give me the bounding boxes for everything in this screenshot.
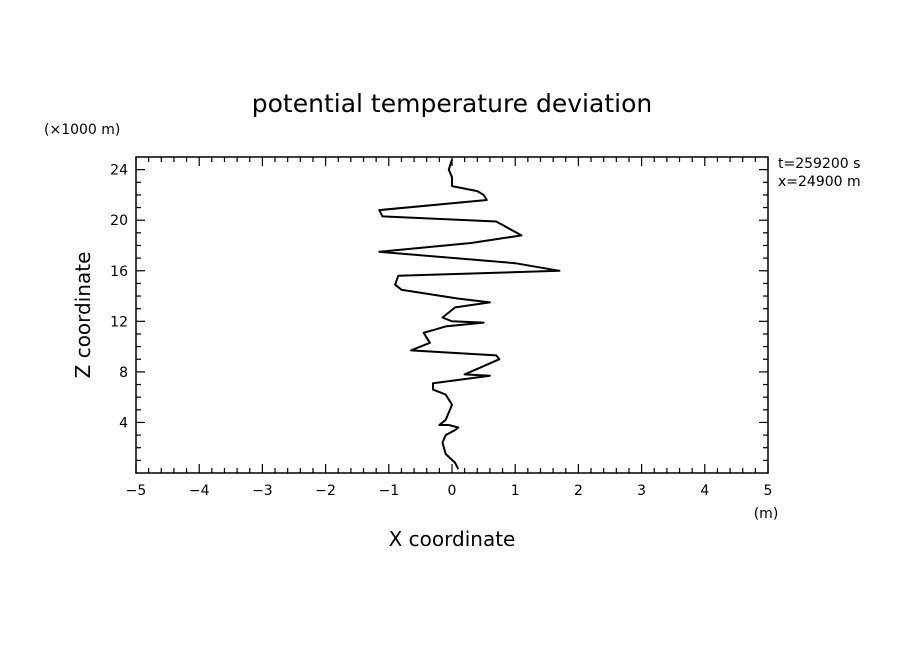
- x-axis-label: X coordinate: [389, 527, 516, 551]
- annotation-position: x=24900 m: [778, 174, 861, 190]
- y-tick-label: 12: [110, 314, 128, 330]
- x-tick-label: −3: [252, 483, 273, 499]
- x-unit-label: (m): [754, 506, 779, 522]
- x-tick-label: −4: [189, 483, 210, 499]
- x-tick-label: 0: [448, 483, 457, 499]
- y-axis-label: Z coordinate: [71, 252, 95, 379]
- series-line: [378, 159, 561, 470]
- x-tick-label: 5: [764, 483, 773, 499]
- y-unit-label: (×1000 m): [44, 122, 120, 138]
- y-tick-label: 20: [110, 213, 128, 229]
- x-tick-label: 3: [637, 483, 646, 499]
- y-tick-label: 24: [110, 163, 128, 179]
- y-tick-label: 4: [119, 415, 128, 431]
- annotation-time: t=259200 s: [778, 156, 860, 172]
- x-tick-label: 1: [511, 483, 520, 499]
- x-tick-label: −2: [315, 483, 336, 499]
- x-tick-label: −1: [378, 483, 399, 499]
- y-tick-label: 8: [119, 365, 128, 381]
- chart-title: potential temperature deviation: [252, 89, 652, 118]
- axis-ticks: [135, 157, 769, 473]
- x-tick-label: 4: [700, 483, 709, 499]
- x-tick-label: 2: [574, 483, 583, 499]
- x-tick-label: −5: [126, 483, 147, 499]
- y-tick-label: 16: [110, 264, 128, 280]
